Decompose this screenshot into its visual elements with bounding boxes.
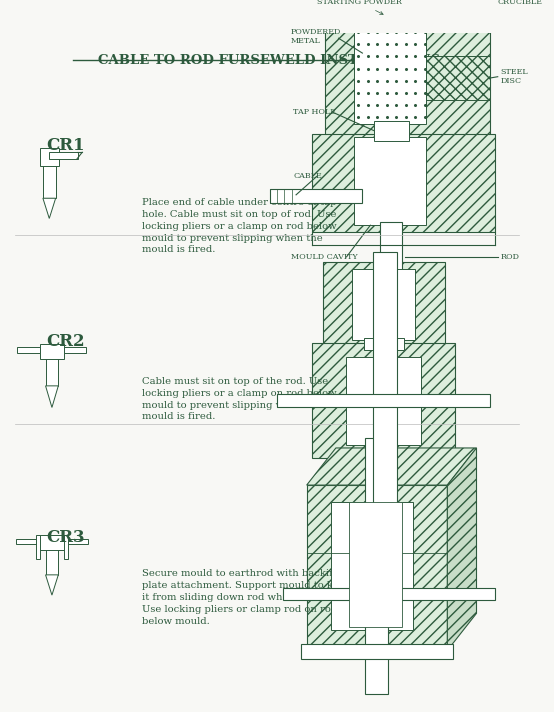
Bar bbox=[325, 19, 490, 137]
Bar bbox=[380, 222, 402, 313]
Text: CABLE: CABLE bbox=[294, 172, 322, 180]
Bar bbox=[364, 338, 404, 350]
Text: CR2: CR2 bbox=[47, 333, 85, 350]
Bar bbox=[322, 262, 445, 347]
Text: STARTING POWDER: STARTING POWDER bbox=[317, 0, 402, 14]
Bar bbox=[45, 549, 58, 575]
Text: MOULD CAVITY: MOULD CAVITY bbox=[291, 253, 357, 261]
Text: Place end of cable under centre of tap
hole. Cable must sit on top of rod. Use
l: Place end of cable under centre of tap h… bbox=[142, 198, 337, 254]
Bar bbox=[312, 343, 455, 458]
Bar bbox=[17, 347, 40, 352]
Text: TAP HOLE: TAP HOLE bbox=[294, 108, 336, 117]
Bar bbox=[40, 147, 59, 167]
Bar bbox=[426, 56, 490, 100]
Bar bbox=[16, 539, 39, 545]
Text: CR3: CR3 bbox=[47, 529, 85, 546]
Bar bbox=[307, 485, 447, 651]
Bar bbox=[374, 120, 409, 141]
Text: CR1: CR1 bbox=[47, 137, 85, 155]
Bar bbox=[43, 164, 55, 198]
Bar bbox=[65, 539, 88, 545]
Bar bbox=[352, 269, 416, 340]
Bar bbox=[301, 644, 453, 659]
Bar bbox=[64, 535, 68, 560]
Bar bbox=[346, 357, 421, 444]
Bar bbox=[312, 134, 495, 232]
Bar bbox=[40, 344, 64, 359]
Polygon shape bbox=[45, 386, 58, 407]
Text: CABLE TO ROD FURSEWELD INSTRUCTIONS: CABLE TO ROD FURSEWELD INSTRUCTIONS bbox=[99, 54, 440, 68]
Bar bbox=[355, 137, 426, 225]
Bar bbox=[45, 357, 58, 386]
Text: Secure mould to earthrod with backing
plate attachment. Support mould to keep
it: Secure mould to earthrod with backing pl… bbox=[142, 570, 351, 626]
Bar bbox=[64, 347, 86, 352]
Bar bbox=[331, 502, 413, 630]
Bar bbox=[49, 152, 79, 159]
Polygon shape bbox=[45, 575, 58, 595]
Bar bbox=[355, 26, 426, 124]
Text: CRUCIBLE: CRUCIBLE bbox=[497, 0, 543, 6]
Polygon shape bbox=[307, 448, 476, 485]
Text: ROD: ROD bbox=[500, 253, 520, 261]
Polygon shape bbox=[447, 448, 476, 651]
Text: Cable must sit on top of the rod. Use
locking pliers or a clamp on rod below
mou: Cable must sit on top of the rod. Use lo… bbox=[142, 377, 337, 422]
Polygon shape bbox=[43, 198, 55, 219]
Text: POWDERED
METAL: POWDERED METAL bbox=[291, 28, 341, 45]
Bar bbox=[373, 252, 397, 508]
Text: STEEL
DISC: STEEL DISC bbox=[500, 68, 528, 85]
Bar bbox=[270, 189, 362, 203]
Bar bbox=[365, 438, 388, 694]
Bar bbox=[36, 535, 40, 560]
Bar bbox=[283, 587, 495, 600]
Bar bbox=[39, 535, 65, 550]
Bar bbox=[349, 502, 402, 627]
Bar bbox=[278, 394, 490, 407]
